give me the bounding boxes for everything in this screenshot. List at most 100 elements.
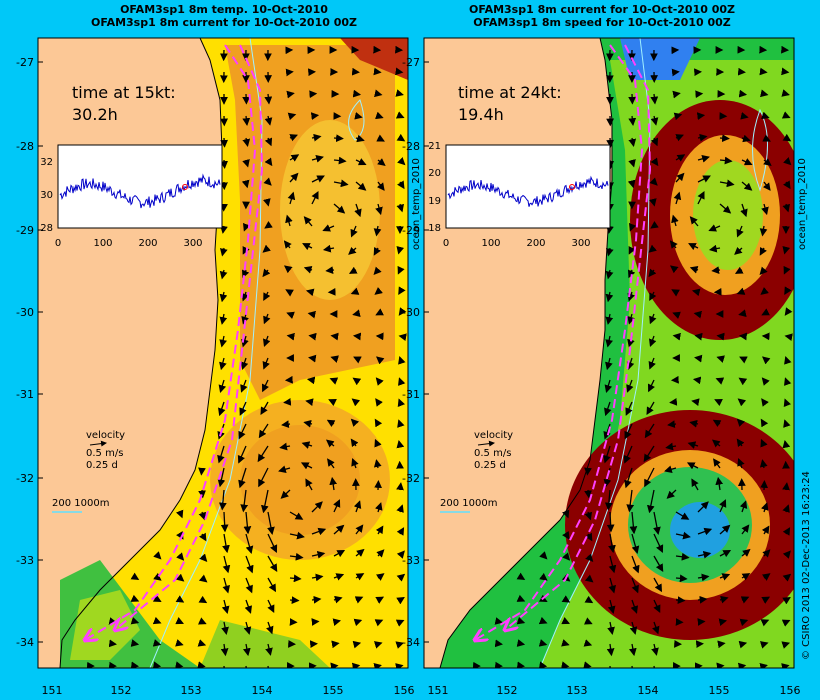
- velocity-arrow: [353, 618, 363, 627]
- speed-label: 0.5 m/s: [474, 448, 511, 459]
- velocity-arrow: [761, 398, 769, 407]
- velocity-arrow: [719, 524, 731, 535]
- velocity-arrow: [218, 489, 227, 511]
- lat-tick-label: -32: [402, 472, 420, 485]
- right-inset-ytick: 19: [428, 196, 441, 207]
- velocity-arrow: [267, 511, 275, 535]
- velocity-arrow: [303, 216, 313, 227]
- right-title-line2: OFAM3sp1 8m speed for 10-Oct-2010 00Z: [473, 16, 731, 29]
- velocity-arrow: [266, 621, 274, 635]
- velocity-arrow: [584, 595, 594, 604]
- velocity-arrow: [781, 89, 790, 97]
- velocity-arrow: [325, 439, 335, 448]
- velocity-arrow: [198, 511, 207, 521]
- velocity-arrow: [220, 137, 229, 148]
- velocity-arrow: [328, 399, 337, 407]
- velocity-arrow: [245, 577, 253, 594]
- velocity-arrow: [219, 335, 227, 348]
- velocity-arrow: [396, 596, 405, 605]
- right-side-label: ocean_temp_2010: [797, 158, 808, 250]
- velocity-arrow: [264, 137, 273, 147]
- velocity-arrow: [176, 552, 185, 561]
- velocity-arrow: [262, 335, 271, 348]
- velocity-arrow: [649, 291, 657, 302]
- velocity-arrow: [241, 313, 249, 325]
- velocity-arrow: [395, 111, 405, 119]
- velocity-arrow: [302, 243, 313, 251]
- velocity-arrow: [311, 618, 320, 626]
- velocity-arrow: [333, 524, 345, 535]
- velocity-arrow: [650, 157, 659, 167]
- velocity-arrow: [697, 175, 711, 183]
- velocity-arrow: [583, 661, 592, 668]
- velocity-arrow: [396, 245, 405, 255]
- velocity-arrow: [130, 572, 140, 580]
- velocity-arrow: [739, 356, 748, 364]
- left-panel-title: OFAM3sp1 8m temp. 10-Oct-2010 OFAM3sp1 8…: [54, 3, 394, 29]
- velocity-arrow: [333, 549, 346, 558]
- velocity-arrow: [653, 555, 664, 572]
- velocity-arrow: [781, 641, 791, 649]
- velocity-arrow: [761, 502, 769, 513]
- velocity-arrow: [628, 115, 637, 126]
- velocity-arrow: [240, 379, 248, 393]
- velocity-arrow: [646, 489, 655, 514]
- velocity-arrow: [583, 639, 593, 647]
- velocity-arrow: [397, 398, 406, 408]
- velocity-arrow: [197, 617, 207, 625]
- left-inset-xtick: 200: [138, 238, 157, 249]
- velocity-arrow: [198, 574, 208, 583]
- velocity-arrow: [628, 245, 636, 255]
- velocity-arrow: [715, 377, 725, 385]
- velocity-arrow: [783, 377, 792, 386]
- right-panel-title: OFAM3sp1 8m current for 10-Oct-2010 00Z …: [432, 3, 772, 29]
- velocity-arrow: [395, 663, 404, 668]
- velocity-arrow: [782, 573, 792, 582]
- velocity-arrow: [333, 156, 347, 165]
- velocity-arrow: [761, 596, 771, 604]
- velocity-arrow: [351, 662, 361, 668]
- lat-tick-label: -30: [402, 306, 420, 319]
- velocity-arrow: [397, 156, 406, 166]
- velocity-arrow: [175, 639, 184, 647]
- lon-tick-label: 154: [252, 684, 273, 697]
- left-inset-ytick: 32: [40, 157, 53, 168]
- velocity-arrow: [603, 423, 611, 440]
- velocity-arrow: [310, 112, 320, 120]
- velocity-arrow: [305, 288, 315, 297]
- velocity-arrow: [263, 313, 271, 325]
- velocity-arrow: [516, 572, 526, 580]
- velocity-arrow: [782, 527, 791, 536]
- velocity-arrow: [605, 313, 614, 325]
- velocity-arrow: [397, 419, 405, 428]
- left-velocity-legend: velocity 0.5 m/s 0.25 d 200 1000m: [52, 430, 125, 513]
- velocity-arrow: [374, 438, 382, 448]
- velocity-arrow: [350, 225, 358, 238]
- velocity-arrow: [689, 266, 699, 274]
- velocity-arrow: [624, 423, 633, 440]
- velocity-arrow: [719, 549, 732, 558]
- velocity-arrow: [263, 177, 272, 186]
- velocity-arrow: [333, 179, 349, 188]
- velocity-arrow: [761, 308, 770, 316]
- velocity-arrow: [198, 467, 206, 476]
- velocity-arrow: [675, 154, 686, 162]
- velocity-arrow: [631, 555, 640, 574]
- right-inset-xtick: 0: [443, 238, 449, 249]
- left-velocity-arrows: [86, 45, 407, 668]
- velocity-arrow: [644, 467, 655, 488]
- velocity-arrow: [759, 266, 768, 275]
- velocity-arrow: [262, 244, 271, 253]
- velocity-arrow: [130, 594, 140, 602]
- velocity-arrow: [584, 574, 594, 583]
- velocity-arrow: [376, 181, 385, 191]
- velocity-arrow: [516, 594, 526, 602]
- velocity-arrow: [715, 476, 724, 491]
- velocity-arrow: [355, 524, 364, 535]
- velocity-arrow: [688, 243, 699, 251]
- velocity-arrow: [311, 527, 327, 536]
- velocity-arrow: [267, 599, 275, 614]
- lat-tick-label: -29: [402, 224, 420, 237]
- velocity-arrow: [782, 504, 790, 513]
- velocity-label: velocity: [474, 430, 513, 441]
